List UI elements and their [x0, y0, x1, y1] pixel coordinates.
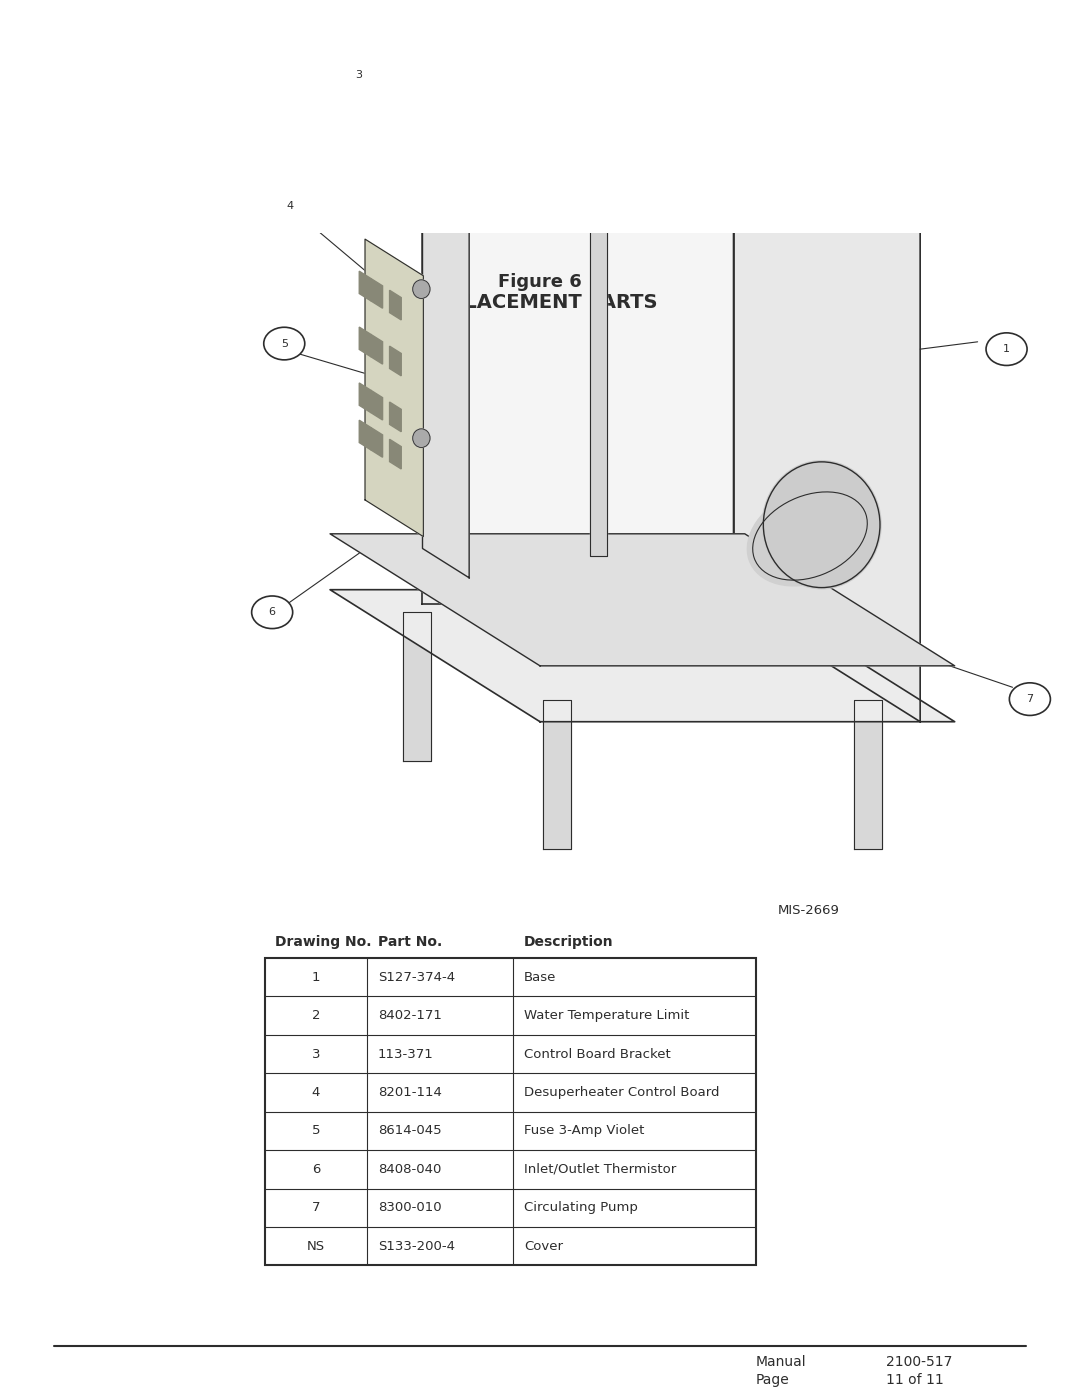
- Polygon shape: [390, 291, 402, 320]
- Text: Drawing No.: Drawing No.: [275, 935, 372, 949]
- Polygon shape: [403, 612, 431, 761]
- Polygon shape: [422, 82, 733, 605]
- Text: Control Board Bracket: Control Board Bracket: [524, 1048, 671, 1060]
- Polygon shape: [590, 127, 607, 556]
- Text: Inlet/Outlet Thermistor: Inlet/Outlet Thermistor: [524, 1162, 676, 1176]
- Circle shape: [413, 279, 430, 299]
- Text: 7: 7: [1026, 694, 1034, 704]
- Text: 8300-010: 8300-010: [378, 1201, 442, 1214]
- Polygon shape: [330, 534, 955, 666]
- Polygon shape: [390, 402, 402, 432]
- Polygon shape: [854, 700, 881, 849]
- Text: Page: Page: [756, 1372, 789, 1387]
- Polygon shape: [370, 427, 382, 457]
- Ellipse shape: [609, 0, 650, 3]
- Polygon shape: [365, 239, 423, 536]
- Ellipse shape: [605, 59, 680, 116]
- Polygon shape: [360, 271, 370, 300]
- Polygon shape: [370, 278, 382, 309]
- Text: Desuperheater Control Board: Desuperheater Control Board: [524, 1085, 719, 1099]
- Text: 3: 3: [312, 1048, 320, 1060]
- Text: 8201-114: 8201-114: [378, 1085, 442, 1099]
- Text: REPLACEMENT PARTS: REPLACEMENT PARTS: [422, 293, 658, 312]
- Polygon shape: [390, 346, 402, 376]
- Text: Base: Base: [524, 971, 556, 983]
- Text: 6: 6: [269, 608, 275, 617]
- Text: Part No.: Part No.: [378, 935, 442, 949]
- Text: Circulating Pump: Circulating Pump: [524, 1201, 637, 1214]
- Polygon shape: [360, 383, 370, 412]
- Text: Manual: Manual: [756, 1355, 807, 1369]
- Text: 5: 5: [312, 1125, 320, 1137]
- Text: 7: 7: [312, 1201, 320, 1214]
- Text: Description: Description: [524, 935, 613, 949]
- Text: 2100-517: 2100-517: [886, 1355, 951, 1369]
- Text: 5: 5: [281, 338, 287, 349]
- Text: S133-200-4: S133-200-4: [378, 1239, 455, 1253]
- Text: 8402-171: 8402-171: [378, 1009, 442, 1023]
- Ellipse shape: [269, 190, 310, 222]
- Ellipse shape: [747, 486, 873, 585]
- Text: Fuse 3-Amp Violet: Fuse 3-Amp Violet: [524, 1125, 644, 1137]
- Polygon shape: [733, 82, 920, 722]
- Text: 4: 4: [286, 201, 294, 211]
- Text: Cover: Cover: [524, 1239, 563, 1253]
- Circle shape: [413, 429, 430, 447]
- Text: Figure 6: Figure 6: [498, 272, 582, 291]
- Text: 4: 4: [312, 1085, 320, 1099]
- Polygon shape: [370, 390, 382, 420]
- Polygon shape: [330, 590, 955, 722]
- Circle shape: [762, 461, 881, 588]
- Polygon shape: [543, 700, 570, 849]
- Text: 1: 1: [1003, 344, 1010, 355]
- Ellipse shape: [252, 597, 293, 629]
- Polygon shape: [360, 420, 370, 450]
- Polygon shape: [388, 158, 503, 187]
- Text: 6: 6: [312, 1162, 320, 1176]
- Text: 3: 3: [355, 70, 363, 81]
- Text: MIS-2669: MIS-2669: [778, 904, 839, 916]
- Text: 11 of 11: 11 of 11: [886, 1372, 943, 1387]
- Text: S127-374-4: S127-374-4: [378, 971, 455, 983]
- Polygon shape: [370, 334, 382, 365]
- Polygon shape: [360, 327, 370, 356]
- Ellipse shape: [1010, 683, 1051, 715]
- Text: 1: 1: [312, 971, 320, 983]
- Ellipse shape: [338, 59, 379, 92]
- Text: 8614-045: 8614-045: [378, 1125, 442, 1137]
- Polygon shape: [390, 439, 402, 469]
- Text: Water Temperature Limit: Water Temperature Limit: [524, 1009, 689, 1023]
- Text: 113-371: 113-371: [378, 1048, 434, 1060]
- Ellipse shape: [264, 327, 305, 360]
- Bar: [265, 958, 756, 1266]
- Text: 2: 2: [312, 1009, 320, 1023]
- Polygon shape: [422, 158, 469, 578]
- Ellipse shape: [986, 332, 1027, 366]
- Text: NS: NS: [307, 1239, 325, 1253]
- Text: 8408-040: 8408-040: [378, 1162, 442, 1176]
